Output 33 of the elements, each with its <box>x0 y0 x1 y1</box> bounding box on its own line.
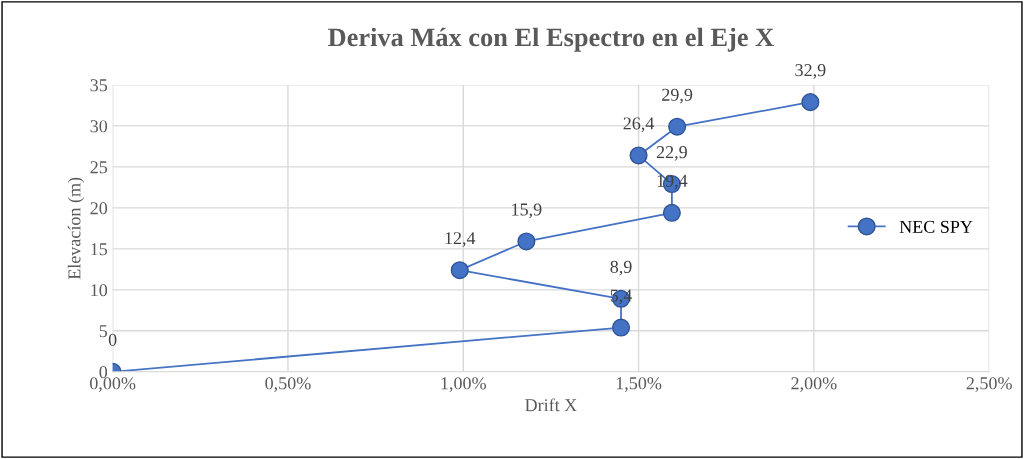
y-tick-label: 0 <box>99 366 108 379</box>
x-tick-label: 1,50% <box>616 377 662 392</box>
data-label: 12,4 <box>445 232 476 247</box>
data-label: 26,4 <box>623 117 655 133</box>
data-label: 22,9 <box>656 146 687 161</box>
chart-title: Deriva Máx con El Espectro en el Eje X <box>328 27 774 52</box>
legend-label: NEC SPY <box>899 220 973 233</box>
y-tick-label: 20 <box>90 202 108 215</box>
point <box>801 93 820 112</box>
x-tick-label: 0,50% <box>265 377 311 392</box>
point <box>629 146 648 165</box>
y-axis-title: Elevacíon (m) <box>67 177 85 280</box>
point <box>517 232 536 251</box>
y-tick-label: 5 <box>99 325 108 338</box>
point <box>612 318 631 337</box>
point <box>668 117 687 136</box>
data-label: 32,9 <box>795 64 826 79</box>
data-label: 15,9 <box>512 203 542 219</box>
y-tick-label: 25 <box>90 161 108 174</box>
y-tick-label: 10 <box>91 284 108 297</box>
y-tick-label: 30 <box>90 120 108 133</box>
x-tick-label: 2,00% <box>791 377 837 392</box>
x-tick-label: 1,00% <box>441 377 486 392</box>
data-label: 0 <box>108 333 117 346</box>
x-tick-label: 0,00% <box>90 377 136 392</box>
point <box>450 261 469 280</box>
point <box>662 203 681 222</box>
data-label: 29,9 <box>662 88 693 104</box>
data-label: 8,9 <box>610 260 632 276</box>
y-tick-label: 35 <box>90 79 108 92</box>
x-tick-label: 2,50% <box>966 377 1012 392</box>
y-tick-label: 15 <box>91 243 108 256</box>
x-axis-title: Drift X <box>525 398 577 412</box>
